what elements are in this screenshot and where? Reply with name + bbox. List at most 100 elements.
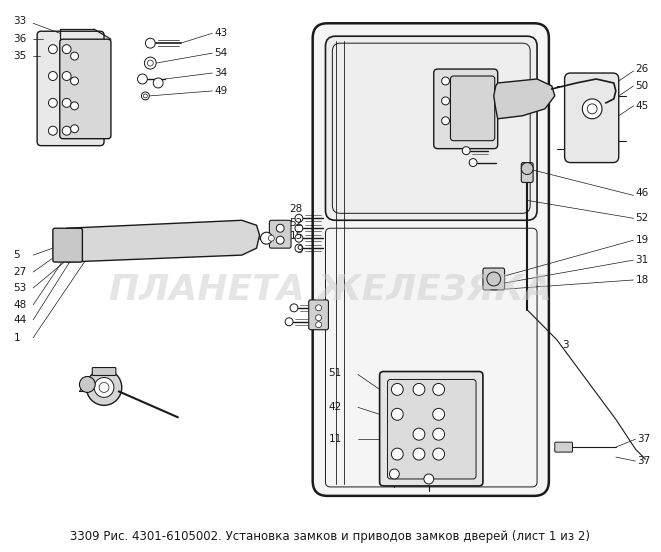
Circle shape bbox=[433, 384, 445, 395]
Circle shape bbox=[71, 102, 79, 110]
Circle shape bbox=[316, 315, 321, 321]
Circle shape bbox=[413, 428, 425, 440]
Circle shape bbox=[316, 305, 321, 311]
Text: 43: 43 bbox=[214, 28, 227, 38]
Circle shape bbox=[295, 214, 303, 222]
Circle shape bbox=[433, 408, 445, 420]
Text: 36: 36 bbox=[13, 34, 26, 44]
Circle shape bbox=[137, 74, 147, 84]
FancyBboxPatch shape bbox=[450, 76, 494, 141]
Text: 49: 49 bbox=[214, 86, 227, 96]
FancyBboxPatch shape bbox=[59, 39, 111, 139]
Circle shape bbox=[462, 147, 470, 155]
Text: 42: 42 bbox=[329, 402, 342, 412]
Circle shape bbox=[442, 117, 449, 125]
Text: 5: 5 bbox=[13, 250, 20, 260]
Text: 26: 26 bbox=[635, 64, 648, 74]
Circle shape bbox=[582, 99, 602, 119]
FancyBboxPatch shape bbox=[483, 268, 504, 290]
Circle shape bbox=[62, 72, 71, 81]
FancyBboxPatch shape bbox=[325, 36, 537, 220]
Text: 51: 51 bbox=[329, 368, 342, 378]
Circle shape bbox=[413, 448, 425, 460]
Circle shape bbox=[391, 384, 403, 395]
Text: 45: 45 bbox=[635, 101, 648, 111]
Circle shape bbox=[433, 428, 445, 440]
Circle shape bbox=[95, 378, 114, 397]
Text: 18: 18 bbox=[635, 275, 648, 285]
Circle shape bbox=[433, 448, 445, 460]
Circle shape bbox=[391, 448, 403, 460]
Text: 28: 28 bbox=[290, 204, 303, 214]
FancyBboxPatch shape bbox=[313, 23, 549, 496]
Circle shape bbox=[442, 77, 449, 85]
Circle shape bbox=[144, 57, 156, 69]
Text: 53: 53 bbox=[13, 283, 26, 293]
Text: 52: 52 bbox=[635, 213, 648, 224]
Circle shape bbox=[391, 408, 403, 420]
Circle shape bbox=[424, 474, 434, 484]
Text: 31: 31 bbox=[635, 255, 648, 265]
Circle shape bbox=[87, 369, 122, 405]
Circle shape bbox=[62, 98, 71, 107]
Text: 19: 19 bbox=[635, 235, 648, 245]
Circle shape bbox=[48, 72, 58, 81]
Text: 3: 3 bbox=[562, 339, 568, 349]
Circle shape bbox=[316, 322, 321, 328]
FancyBboxPatch shape bbox=[53, 228, 83, 262]
Text: 35: 35 bbox=[13, 51, 26, 61]
Circle shape bbox=[71, 77, 79, 85]
Circle shape bbox=[99, 383, 109, 392]
Circle shape bbox=[143, 94, 147, 98]
Polygon shape bbox=[494, 79, 555, 119]
Text: 46: 46 bbox=[635, 188, 648, 198]
Circle shape bbox=[479, 97, 487, 105]
Circle shape bbox=[276, 224, 284, 232]
Text: 1: 1 bbox=[13, 333, 20, 343]
Circle shape bbox=[71, 52, 79, 60]
Circle shape bbox=[469, 158, 477, 167]
Circle shape bbox=[295, 224, 303, 232]
Text: 48: 48 bbox=[13, 300, 26, 310]
Text: 3309 Рис. 4301-6105002. Установка замков и приводов замков дверей (лист 1 из 2): 3309 Рис. 4301-6105002. Установка замков… bbox=[70, 530, 590, 543]
FancyBboxPatch shape bbox=[522, 163, 533, 183]
FancyBboxPatch shape bbox=[309, 300, 329, 330]
Circle shape bbox=[276, 236, 284, 244]
Circle shape bbox=[479, 77, 487, 85]
FancyBboxPatch shape bbox=[434, 69, 498, 148]
Circle shape bbox=[389, 469, 399, 479]
Text: 54: 54 bbox=[214, 48, 227, 58]
Circle shape bbox=[268, 235, 274, 241]
Text: ПЛАНЕТА ЖЕЛЕЗЯКА: ПЛАНЕТА ЖЕЛЕЗЯКА bbox=[109, 273, 552, 307]
Text: 50: 50 bbox=[635, 81, 648, 91]
Circle shape bbox=[153, 78, 163, 88]
Circle shape bbox=[295, 244, 303, 252]
FancyBboxPatch shape bbox=[270, 220, 291, 248]
Circle shape bbox=[62, 45, 71, 54]
Text: 9: 9 bbox=[296, 245, 303, 255]
Circle shape bbox=[442, 97, 449, 105]
Polygon shape bbox=[53, 220, 260, 262]
Text: 33: 33 bbox=[13, 17, 26, 26]
Circle shape bbox=[587, 104, 597, 114]
Circle shape bbox=[48, 98, 58, 107]
Circle shape bbox=[62, 126, 71, 135]
Text: 15: 15 bbox=[290, 231, 303, 241]
FancyBboxPatch shape bbox=[37, 31, 104, 146]
Circle shape bbox=[48, 45, 58, 54]
Circle shape bbox=[145, 38, 155, 48]
FancyBboxPatch shape bbox=[93, 368, 116, 375]
FancyBboxPatch shape bbox=[379, 371, 483, 486]
Circle shape bbox=[48, 126, 58, 135]
Text: 34: 34 bbox=[214, 68, 227, 78]
Circle shape bbox=[141, 92, 149, 100]
Circle shape bbox=[522, 163, 533, 174]
Circle shape bbox=[79, 376, 95, 392]
Text: 37: 37 bbox=[637, 434, 650, 444]
Circle shape bbox=[71, 125, 79, 132]
Circle shape bbox=[290, 304, 298, 312]
Circle shape bbox=[147, 60, 153, 66]
Text: 44: 44 bbox=[13, 315, 26, 325]
Circle shape bbox=[295, 234, 303, 242]
Text: 37: 37 bbox=[637, 456, 650, 466]
